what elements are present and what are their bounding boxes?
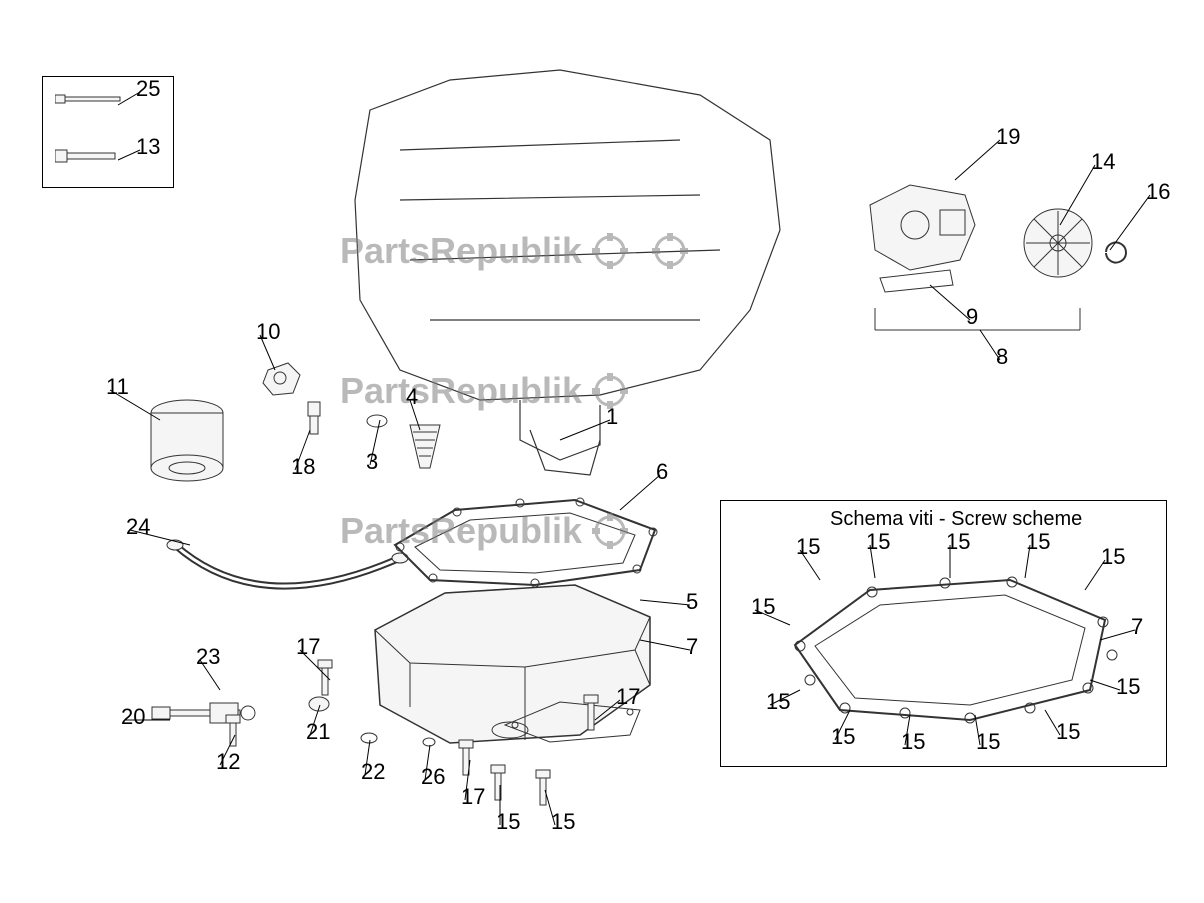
callout-15: 15: [766, 689, 790, 715]
callout-17: 17: [461, 784, 485, 810]
callout-5: 5: [686, 589, 698, 615]
callout-15: 15: [796, 534, 820, 560]
callout-14: 14: [1091, 149, 1115, 175]
callout-24: 24: [126, 514, 150, 540]
callout-7: 7: [1131, 614, 1143, 640]
leader-lines: [0, 0, 1204, 903]
callout-4: 4: [406, 384, 418, 410]
callout-15: 15: [551, 809, 575, 835]
callout-19: 19: [996, 124, 1020, 150]
callout-20: 20: [121, 704, 145, 730]
callout-15: 15: [1116, 674, 1140, 700]
callout-15: 15: [496, 809, 520, 835]
callout-1: 1: [606, 404, 618, 430]
diagram-canvas: Schema viti - Screw scheme PartsRepublik…: [0, 0, 1204, 903]
callout-8: 8: [996, 344, 1008, 370]
callout-15: 15: [1026, 529, 1050, 555]
callout-23: 23: [196, 644, 220, 670]
callout-17: 17: [296, 634, 320, 660]
callout-15: 15: [946, 529, 970, 555]
callout-22: 22: [361, 759, 385, 785]
callout-10: 10: [256, 319, 280, 345]
callout-18: 18: [291, 454, 315, 480]
callout-25: 25: [136, 76, 160, 102]
callout-13: 13: [136, 134, 160, 160]
callout-21: 21: [306, 719, 330, 745]
callout-15: 15: [866, 529, 890, 555]
callout-6: 6: [656, 459, 668, 485]
callout-9: 9: [966, 304, 978, 330]
callout-15: 15: [831, 724, 855, 750]
callout-3: 3: [366, 449, 378, 475]
callout-15: 15: [1056, 719, 1080, 745]
callout-7: 7: [686, 634, 698, 660]
callout-11: 11: [106, 374, 129, 400]
callout-16: 16: [1146, 179, 1170, 205]
callout-17: 17: [616, 684, 640, 710]
callout-15: 15: [901, 729, 925, 755]
callout-15: 15: [1101, 544, 1125, 570]
callout-12: 12: [216, 749, 240, 775]
callout-15: 15: [751, 594, 775, 620]
callout-15: 15: [976, 729, 1000, 755]
callout-26: 26: [421, 764, 445, 790]
